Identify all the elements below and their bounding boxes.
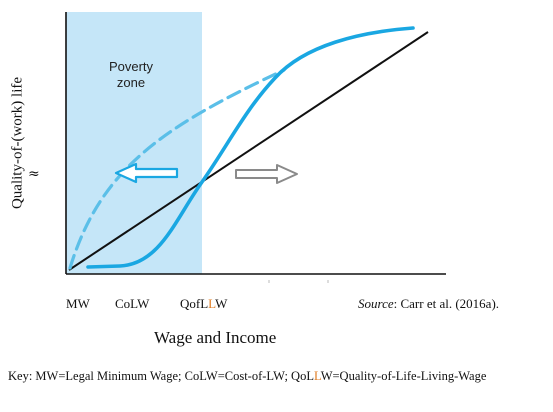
x-axis-title: Wage and Income bbox=[154, 328, 277, 347]
poverty-zone-label: Poverty zone bbox=[96, 59, 166, 91]
key-highlight: L bbox=[313, 369, 321, 383]
right-arrow-icon bbox=[235, 164, 298, 184]
linear-wage-line bbox=[68, 31, 429, 271]
x-label-qofllw: QofLLW bbox=[180, 296, 227, 312]
x-label-colw: CoLW bbox=[115, 296, 150, 311]
solid-quality-curve bbox=[86, 26, 415, 269]
poverty-zone-region bbox=[66, 12, 202, 274]
approx-symbol: ≈ bbox=[28, 166, 40, 182]
key-legend: Key: MW=Legal Minimum Wage; CoLW=Cost-of… bbox=[8, 369, 486, 384]
source-text: : Carr et al. (2016a). bbox=[393, 296, 500, 311]
key-suffix: W=Quality-of-Life-Living-Wage bbox=[320, 369, 487, 383]
x-label-qofllw-highlight: L bbox=[208, 296, 216, 311]
poverty-zone-label-line1: Poverty bbox=[108, 59, 154, 74]
poverty-zone-label-line2: zone bbox=[116, 75, 146, 90]
source-citation: Source: Carr et al. (2016a). bbox=[358, 296, 499, 312]
key-prefix: Key: MW=Legal Minimum Wage; CoLW=Cost-of… bbox=[8, 369, 314, 383]
x-label-qofllw-prefix: QofL bbox=[180, 296, 209, 311]
left-arrow-icon bbox=[114, 162, 179, 184]
x-label-mw: MW bbox=[66, 296, 90, 311]
source-label: Source bbox=[358, 296, 394, 311]
x-label-qofllw-suffix: W bbox=[215, 296, 228, 311]
dashed-quality-curve bbox=[68, 68, 286, 270]
y-axis-label: Quality-of-(work) life bbox=[9, 76, 26, 210]
